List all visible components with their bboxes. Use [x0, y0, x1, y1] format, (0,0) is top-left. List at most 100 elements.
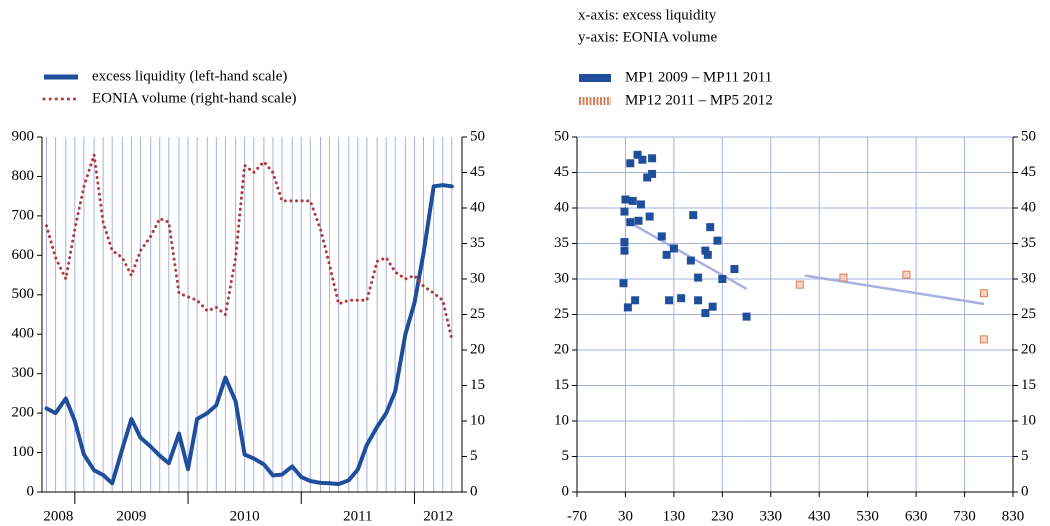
y-tick-label: 40	[1021, 199, 1036, 215]
line-series	[44, 183, 454, 487]
x-tick-label: 2009	[116, 508, 146, 524]
y-tick-label: 100	[12, 444, 35, 460]
y-tick-label: 400	[12, 326, 35, 342]
x-tick-label: 2012	[423, 508, 453, 524]
y-tick-label: 20	[554, 341, 569, 357]
x-tick-label: 530	[856, 508, 879, 524]
y2-tick-label: 15	[470, 377, 485, 393]
y2-tick-label: 35	[470, 235, 485, 251]
y-tick-label: 15	[1021, 377, 1036, 393]
y-tick-label: 0	[562, 483, 570, 499]
y-tick-label: 35	[1021, 235, 1036, 251]
y-tick-label: 200	[12, 405, 35, 421]
annotation: y-axis: EONIA volume	[578, 29, 717, 45]
scatter-point	[669, 244, 678, 253]
x-tick-label: 330	[760, 508, 783, 524]
y-tick-label: 10	[1021, 412, 1036, 428]
y2-tick-label: 45	[470, 164, 485, 180]
x-tick-label: 730	[953, 508, 976, 524]
scatter-point	[742, 312, 751, 321]
y2-tick-label: 0	[470, 483, 478, 499]
scatter-point	[626, 159, 635, 168]
y-tick-label: 10	[554, 412, 569, 428]
legend-symbol	[579, 74, 611, 82]
y-tick-label: 25	[554, 306, 569, 322]
y-tick-label: 5	[562, 448, 570, 464]
x-tick-label: 630	[905, 508, 928, 524]
scatter-point	[694, 296, 703, 305]
scatter-point	[677, 294, 686, 303]
x-tick-label: 430	[808, 508, 831, 524]
scatter-point	[626, 218, 635, 227]
x-tick-label: 2011	[343, 508, 372, 524]
y-tick-label: 5	[1021, 448, 1029, 464]
x-tick-label: 2010	[230, 508, 260, 524]
scatter-point	[645, 212, 654, 221]
line-series	[45, 153, 454, 341]
trend-line	[804, 274, 985, 306]
scatter-point	[718, 275, 727, 283]
scatter-point	[631, 296, 640, 305]
y-tick-label: 800	[12, 168, 35, 184]
scatter-point	[657, 232, 666, 241]
y-tick-label: 900	[12, 128, 35, 144]
y2-tick-label: 50	[470, 128, 485, 144]
y-tick-label: 35	[554, 235, 569, 251]
scatter-point	[979, 335, 988, 344]
scatter-point	[701, 309, 710, 318]
legend-label: excess liquidity (left-hand scale)	[92, 68, 287, 84]
scatter-point	[708, 302, 717, 311]
scatter-point	[648, 154, 657, 163]
y2-tick-label: 20	[470, 341, 485, 357]
scatter-point	[795, 280, 804, 289]
scatter-point	[621, 195, 630, 204]
x-tick-label: 830	[1002, 508, 1025, 524]
y-tick-label: 300	[12, 365, 35, 381]
y-tick-label: 45	[1021, 164, 1036, 180]
scatter-point	[620, 238, 629, 247]
y2-tick-label: 30	[470, 270, 485, 286]
scatter-point	[619, 279, 628, 288]
y-tick-label: 0	[27, 483, 35, 499]
scatter-point	[633, 150, 642, 159]
y-tick-label: 500	[12, 286, 35, 302]
x-tick-label: -70	[567, 508, 587, 524]
y-tick-label: 600	[12, 247, 35, 263]
scatter-point	[713, 236, 722, 245]
scatter-point	[979, 289, 988, 298]
scatter-point	[623, 303, 632, 312]
y-tick-label: 40	[554, 199, 569, 215]
x-tick-label: 230	[711, 508, 734, 524]
scatter-point	[730, 265, 739, 274]
y-tick-label: 45	[554, 164, 569, 180]
legend-label: MP1 2009 – MP11 2011	[625, 69, 772, 85]
x-tick-label: 30	[618, 508, 633, 524]
scatter-point	[665, 296, 674, 305]
legend-label: MP12 2011 – MP5 2012	[625, 92, 773, 108]
scatter-point	[686, 256, 695, 265]
y-tick-label: 30	[554, 270, 569, 286]
y-tick-label: 0	[1021, 483, 1029, 499]
y-tick-label: 30	[1021, 270, 1036, 286]
scatter-point	[706, 223, 715, 232]
scatter-point	[628, 196, 637, 205]
trend-line	[624, 219, 748, 290]
scatter-point	[703, 250, 712, 259]
annotation: x-axis: excess liquidity	[578, 7, 717, 23]
y-tick-label: 50	[1021, 128, 1036, 144]
y-tick-label: 50	[554, 128, 569, 144]
scatter-point	[902, 270, 911, 279]
scatter-point	[839, 273, 848, 282]
scatter-point	[634, 216, 643, 225]
legend-label: EONIA volume (right-hand scale)	[92, 90, 297, 106]
scatter-point	[636, 200, 645, 209]
scatter-point	[620, 246, 629, 255]
y-tick-label: 700	[12, 207, 35, 223]
y2-tick-label: 40	[470, 199, 485, 215]
scatter-point	[648, 169, 657, 178]
scatter-point	[620, 207, 629, 216]
y-tick-label: 15	[554, 377, 569, 393]
y-tick-label: 25	[1021, 306, 1036, 322]
